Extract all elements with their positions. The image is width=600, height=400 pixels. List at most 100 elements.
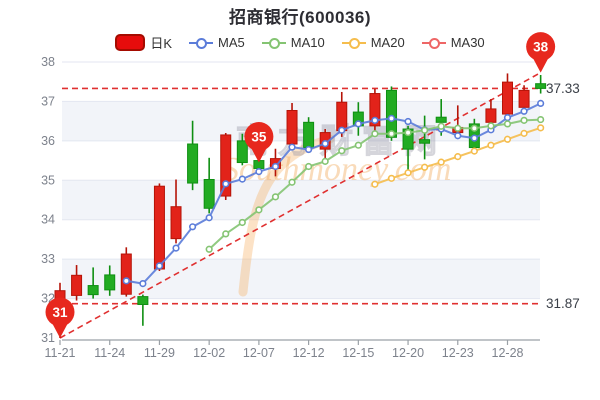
ma20-point bbox=[454, 153, 462, 161]
price-band bbox=[62, 259, 540, 299]
ma5-point bbox=[188, 223, 197, 231]
trend-line bbox=[59, 71, 542, 339]
ma10-point bbox=[354, 141, 362, 149]
legend-label: MA20 bbox=[370, 35, 405, 50]
ma10-point bbox=[487, 122, 495, 130]
line-swatch-circle bbox=[268, 37, 280, 49]
x-axis-label: 11-29 bbox=[144, 346, 175, 360]
ma5-point bbox=[537, 99, 545, 107]
legend-label: MA5 bbox=[218, 35, 245, 50]
x-axis-label: 11-21 bbox=[44, 346, 75, 360]
ma10-point bbox=[387, 130, 396, 138]
ma20-point bbox=[387, 174, 396, 182]
legend-item-日k[interactable]: 日K bbox=[115, 33, 172, 52]
mid-price-badge bbox=[244, 122, 274, 152]
x-axis-label: 12-20 bbox=[392, 346, 424, 360]
ma10-point bbox=[454, 124, 462, 132]
y-axis-label: 38 bbox=[41, 55, 55, 69]
reference-price-label: 37.33 bbox=[546, 81, 580, 96]
legend-label: MA30 bbox=[450, 35, 485, 50]
legend-item-ma5[interactable]: MA5 bbox=[189, 35, 245, 50]
ma5-point bbox=[470, 134, 478, 142]
mid-price-badge-label: 35 bbox=[251, 130, 267, 145]
ma10-point bbox=[222, 230, 230, 238]
y-axis-label: 33 bbox=[41, 252, 55, 266]
ma5-point bbox=[338, 126, 346, 134]
ma5-point bbox=[520, 107, 528, 115]
x-axis-label: 12-12 bbox=[293, 346, 325, 360]
legend-item-ma30[interactable]: MA30 bbox=[421, 35, 485, 50]
min-price-badge-label: 31 bbox=[52, 305, 68, 320]
ma5-point bbox=[271, 162, 280, 171]
candle bbox=[286, 109, 298, 145]
ma20-point bbox=[437, 158, 445, 166]
candle bbox=[220, 134, 232, 197]
candle bbox=[419, 139, 431, 144]
ma10-point bbox=[520, 116, 528, 124]
candle bbox=[236, 140, 248, 164]
line-swatch-icon bbox=[421, 37, 446, 49]
ma5-point bbox=[305, 145, 313, 154]
ma5-point bbox=[155, 262, 164, 270]
legend-label: MA10 bbox=[290, 35, 325, 50]
candle bbox=[485, 108, 497, 123]
ma10-point bbox=[238, 218, 246, 227]
mid-price-badge-tail bbox=[250, 146, 268, 163]
candle bbox=[187, 143, 199, 184]
line-swatch-circle bbox=[428, 37, 440, 49]
ma5-point bbox=[387, 114, 396, 122]
ma10-point bbox=[470, 124, 478, 132]
ma5-point bbox=[354, 120, 362, 128]
price-band bbox=[62, 180, 540, 220]
candle bbox=[535, 83, 547, 89]
candle bbox=[120, 253, 132, 295]
ma10-point bbox=[288, 178, 296, 186]
candle bbox=[336, 101, 348, 132]
ma10-point bbox=[305, 162, 313, 171]
candle bbox=[104, 274, 116, 291]
ma10-point bbox=[321, 157, 329, 165]
chart-title: 招商银行(600036) bbox=[228, 8, 372, 27]
candle bbox=[71, 274, 83, 296]
ma10-point bbox=[421, 126, 429, 134]
candle bbox=[170, 206, 182, 240]
y-axis-label: 35 bbox=[41, 173, 55, 187]
x-axis-label: 11-24 bbox=[94, 346, 125, 360]
candle bbox=[137, 296, 149, 305]
y-axis-label: 34 bbox=[41, 213, 55, 227]
ma20-point bbox=[371, 180, 379, 188]
min-price-badge bbox=[45, 297, 75, 327]
ma5-point bbox=[503, 113, 512, 122]
y-axis-label: 36 bbox=[41, 134, 55, 148]
legend-item-ma20[interactable]: MA20 bbox=[341, 35, 405, 50]
candle bbox=[501, 81, 513, 115]
candle bbox=[435, 116, 447, 123]
ma5-point bbox=[371, 116, 379, 124]
x-axis-label: 12-23 bbox=[442, 346, 474, 360]
line-swatch-icon bbox=[341, 37, 366, 49]
ma5-point bbox=[404, 117, 412, 126]
candle bbox=[369, 93, 381, 127]
ma20-point bbox=[503, 135, 512, 143]
max-price-badge-tail bbox=[532, 56, 550, 73]
ma20-point bbox=[404, 169, 412, 177]
legend-item-ma10[interactable]: MA10 bbox=[261, 35, 325, 50]
legend-label: 日K bbox=[150, 36, 173, 51]
ma5-point bbox=[321, 140, 329, 148]
ma5-point bbox=[222, 180, 230, 188]
candle bbox=[203, 178, 215, 209]
ma10-point bbox=[338, 147, 346, 155]
line-swatch-circle bbox=[348, 37, 360, 49]
max-price-badge bbox=[526, 32, 556, 62]
max-price-badge-label: 38 bbox=[533, 40, 549, 55]
ma10-point bbox=[404, 128, 412, 137]
ma10-point bbox=[271, 193, 280, 201]
ma5-point bbox=[288, 143, 296, 151]
ma5-point bbox=[454, 132, 462, 140]
candle bbox=[153, 185, 165, 270]
line-swatch-circle bbox=[196, 37, 208, 49]
candle bbox=[87, 285, 99, 296]
ma20-point bbox=[487, 141, 495, 149]
min-price-badge-tail bbox=[51, 322, 69, 338]
